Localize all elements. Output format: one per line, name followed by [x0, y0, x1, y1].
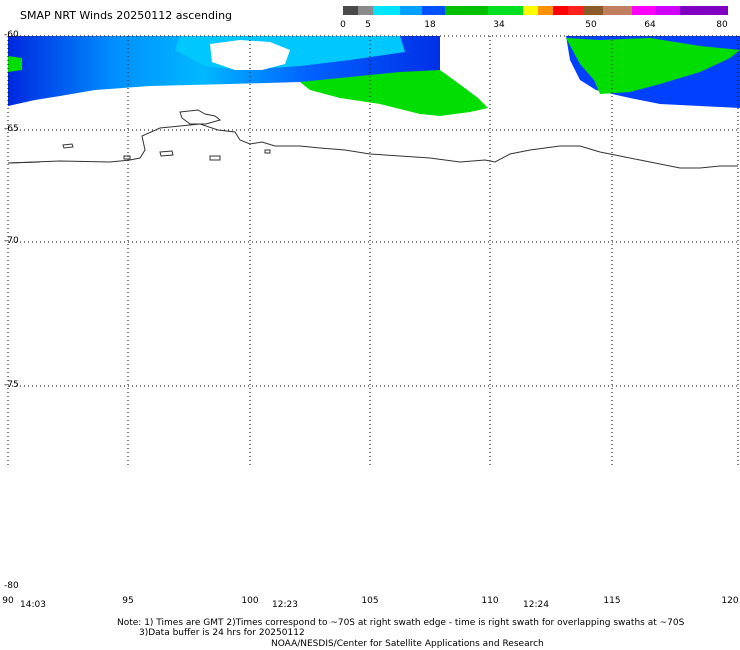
- colorbar-label: 80: [716, 20, 728, 30]
- longitude-label: 105: [361, 596, 379, 606]
- colorbar-segment: [602, 6, 632, 15]
- coastline: [7, 109, 738, 169]
- colorbar-segment: [358, 6, 374, 15]
- colorbar-segment: [654, 6, 680, 15]
- colorbar-label: 5: [365, 20, 371, 30]
- colorbar-segment: [679, 6, 728, 15]
- colorbar-segment: [400, 6, 422, 15]
- wind-speed-colorbar: [343, 6, 728, 15]
- colorbar-label: 50: [585, 20, 597, 30]
- wind-green-right: [566, 38, 740, 94]
- time-label-1: 14:03: [20, 600, 46, 610]
- no-data-gap: [210, 40, 290, 70]
- colorbar-segment: [631, 6, 655, 15]
- latitude-label: -60: [4, 30, 19, 40]
- colorbar-label: 0: [340, 20, 346, 30]
- colorbar-segment: [583, 6, 603, 15]
- longitude-label: 100: [241, 596, 259, 606]
- longitude-label: 90: [2, 596, 14, 606]
- colorbar-segment: [522, 6, 538, 15]
- colorbar-segment: [553, 6, 569, 15]
- note-line-1: Note: 1) Times are GMT 2)Times correspon…: [117, 618, 685, 628]
- time-label-3: 12:24: [523, 600, 549, 610]
- note-line-3: NOAA/NESDIS/Center for Satellite Applica…: [271, 639, 544, 649]
- colorbar-segment: [444, 6, 488, 15]
- colorbar-segment: [487, 6, 523, 15]
- longitude-label: 115: [603, 596, 621, 606]
- note-line-2: 3)Data buffer is 24 hrs for 20250112: [139, 628, 305, 638]
- colorbar-label: 18: [424, 20, 436, 30]
- time-label-2: 12:23: [272, 600, 298, 610]
- wind-green-band: [300, 70, 488, 116]
- colorbar-segment: [538, 6, 554, 15]
- colorbar-label: 64: [644, 20, 656, 30]
- map-title: SMAP NRT Winds 20250112 ascending: [20, 9, 233, 22]
- colorbar-label: 34: [493, 20, 505, 30]
- colorbar-segment: [421, 6, 445, 15]
- latitude-label: -80: [4, 581, 19, 591]
- colorbar-segment: [373, 6, 401, 15]
- wind-green-left: [8, 56, 22, 72]
- longitude-label: 120: [721, 596, 739, 606]
- latitude-label: -75: [4, 380, 19, 390]
- colorbar-segment: [343, 6, 359, 15]
- colorbar-segment: [568, 6, 584, 15]
- longitude-label: 110: [481, 596, 499, 606]
- latitude-label: -70: [4, 236, 19, 246]
- latitude-label: -65: [4, 124, 19, 134]
- longitude-label: 95: [122, 596, 134, 606]
